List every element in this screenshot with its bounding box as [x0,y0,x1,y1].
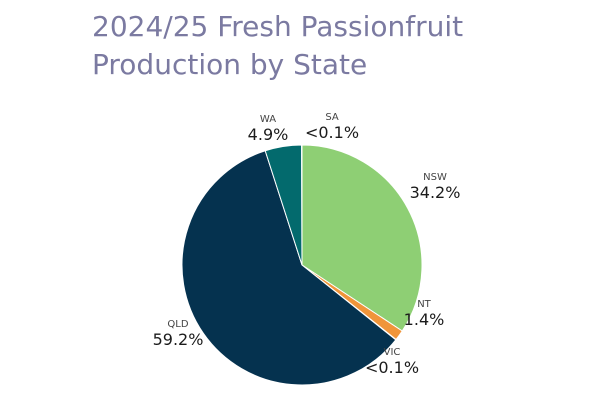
chart-title-line-2: Production by State [92,48,368,81]
slice-name-qld: QLD [167,319,188,330]
slice-name-vic: VIC [384,347,401,358]
slice-name-nsw: NSW [423,172,447,183]
pie-slice-qld [181,150,397,386]
slice-name-nt: NT [417,299,431,310]
pie-slices [181,144,423,386]
slice-value-nt: 1.4% [404,310,445,329]
slice-value-wa: 4.9% [248,125,289,144]
slice-value-qld: 59.2% [153,330,204,349]
slice-value-vic: <0.1% [365,358,419,377]
chart-title-line-1: 2024/25 Fresh Passionfruit [92,10,464,43]
chart-title: 2024/25 Fresh Passionfruit Production by… [92,8,463,84]
slice-name-wa: WA [260,114,276,125]
slice-value-sa: <0.1% [305,123,359,142]
slice-value-nsw: 34.2% [410,183,461,202]
slice-name-sa: SA [325,112,339,123]
pie-labels: NSW34.2%NT1.4%VIC<0.1%QLD59.2%WA4.9%SA<0… [153,112,461,377]
